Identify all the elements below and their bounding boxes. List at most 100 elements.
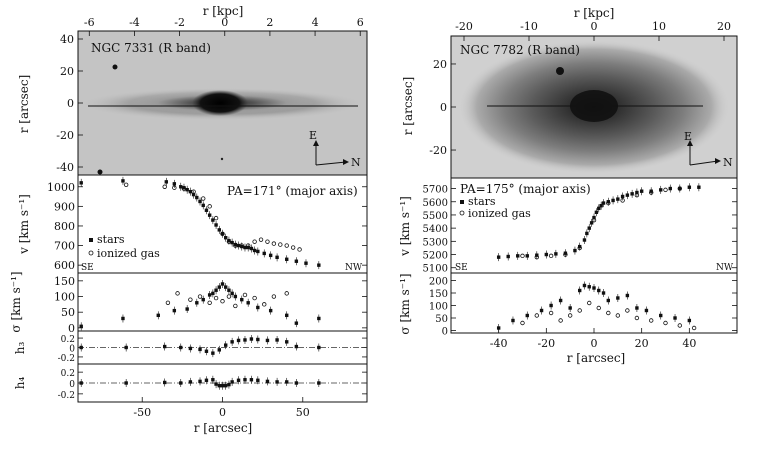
ngc7782_sigma-gas-point-7 bbox=[596, 305, 601, 311]
ngc7331_v-gas-point-9 bbox=[226, 239, 232, 244]
right-bottom-axis-label: r [arcsec] bbox=[567, 351, 626, 365]
ngc7782-image-ylabel: r [arcsec] bbox=[401, 77, 415, 136]
ngc7331_h3-ytick-label-1: 0 bbox=[69, 345, 75, 355]
ngc7331-kpc-tick-label-1: -4 bbox=[129, 16, 140, 29]
ngc7331_v-gas-point-4 bbox=[191, 189, 196, 194]
ngc7331-galaxy bbox=[82, 64, 362, 175]
ngc7331_v-ytick-label-1: 700 bbox=[54, 240, 75, 253]
ngc7331-v-ylabel: v [km s⁻¹] bbox=[17, 194, 31, 255]
ngc7331-compass-E: E bbox=[309, 129, 317, 142]
ngc7782_v-ytick-label-5: 5600 bbox=[423, 198, 448, 209]
ngc7331_v-gas-point-15 bbox=[265, 239, 270, 244]
ngc7331_h4-ytick-label-1: 0 bbox=[69, 380, 75, 390]
ngc7782_v-gas-point-8 bbox=[634, 192, 640, 198]
ngc7331-arcsec-tick-label-0: -50 bbox=[133, 406, 151, 419]
ngc7331_v-ytick-label-3: 900 bbox=[54, 200, 75, 213]
ngc7782_sigma-ytick-label-3: 150 bbox=[429, 289, 448, 300]
ngc7331-legend-stars: stars bbox=[97, 233, 125, 246]
ngc7331_v-gas-point-19 bbox=[290, 245, 296, 250]
ngc7331-sigma-ylabel: σ [km s⁻¹] bbox=[9, 271, 23, 332]
ngc7782_sigma-gas-point-10 bbox=[625, 308, 630, 313]
ngc7782-legend-gas: ionized gas bbox=[468, 207, 531, 220]
ngc7331_sigma-gas-point-8 bbox=[233, 303, 238, 309]
ngc7782_sigma-gas-point-13 bbox=[663, 320, 668, 326]
ngc7782-arcsec-tick-label-1: -20 bbox=[537, 337, 555, 350]
ngc7331_v-ytick-label-0: 600 bbox=[54, 259, 75, 272]
ngc7782-legend-stars: stars bbox=[468, 195, 496, 208]
ngc7782_sigma-ytick-label-0: 0 bbox=[442, 327, 448, 338]
ngc7782_sigma-gas-point-11 bbox=[634, 315, 640, 321]
ngc7782_v-ytick-label-2: 5300 bbox=[423, 237, 448, 248]
ngc7782_sigma-gas-point-15 bbox=[691, 325, 697, 331]
ngc7782_sigma-gas-point-3 bbox=[558, 318, 563, 323]
ngc7331_v-gas-point-14 bbox=[258, 237, 264, 242]
ngc7331_v-ytick-label-4: 1000 bbox=[47, 181, 75, 194]
ngc7331_v-gas-point-8 bbox=[220, 231, 225, 236]
left-bottom-axis-label: r [arcsec] bbox=[194, 421, 253, 435]
ngc7331_v-gas-point-3 bbox=[181, 186, 187, 191]
ngc7331_v-gas-point-13 bbox=[252, 239, 257, 244]
ngc7782-pa-label: PA=175° (major axis) bbox=[460, 182, 591, 196]
ngc7331-compass-N: N bbox=[351, 156, 361, 169]
ngc7782-kpc-tick-label-3: 10 bbox=[652, 20, 666, 33]
ngc7331_h3-ytick-label-0: -0.2 bbox=[58, 354, 75, 364]
ngc7782_v-gas-point-10 bbox=[663, 187, 668, 193]
ngc7331-img-ytick-label-2: 0 bbox=[67, 97, 74, 110]
ngc7331_sigma-gas-point-7 bbox=[226, 294, 232, 299]
ngc7331_sigma-gas-point-1 bbox=[175, 291, 180, 296]
ngc7782_sigma-gas-point-4 bbox=[567, 313, 573, 318]
ngc7782-galaxy bbox=[456, 39, 732, 175]
ngc7331-galaxy-label: NGC 7331 (R band) bbox=[91, 41, 211, 55]
ngc7782-kpc-tick-label-4: 20 bbox=[717, 20, 731, 33]
ngc7331_sigma-ytick-label-0: 0 bbox=[68, 322, 75, 335]
ngc7331_v-gas-point-20 bbox=[297, 247, 302, 252]
ngc7782_v-gas-point-9 bbox=[649, 190, 654, 195]
ngc7331_h3-ytick-label-2: 0.2 bbox=[61, 335, 75, 345]
ngc7782-arcsec-tick-label-2: 0 bbox=[591, 337, 598, 350]
ngc7331_v-gas-point-0 bbox=[123, 182, 129, 187]
right-panel-group: r [kpc] NGC 7782 (R band) E N r [arcsec]… bbox=[398, 6, 738, 365]
ngc7331_sigma-gas-point-13 bbox=[284, 291, 289, 296]
ngc7331-arcsec-tick-label-1: 0 bbox=[219, 406, 226, 419]
ngc7782-compass-E: E bbox=[684, 130, 692, 143]
ngc7782_v-gas-point-4 bbox=[577, 245, 582, 251]
ngc7331-kpc-tick-label-4: 2 bbox=[266, 16, 273, 29]
ngc7782_v-gas-point-2 bbox=[548, 253, 554, 259]
ngc7782_v-ytick-label-6: 5700 bbox=[423, 185, 448, 196]
ngc7782_v-gas-point-3 bbox=[563, 252, 568, 257]
ngc7331_v-gas-point-1 bbox=[162, 184, 167, 189]
ngc7782-v-ylabel: v [km s⁻¹] bbox=[398, 196, 412, 257]
ngc7331-h3-ylabel: h₃ bbox=[13, 342, 27, 355]
ngc7331_v-gas-point-17 bbox=[278, 242, 283, 247]
ngc7782-compass: E N bbox=[684, 130, 733, 169]
ngc7331_v-gas-point-12 bbox=[245, 243, 251, 248]
ngc7331_v-gas-point-16 bbox=[271, 241, 277, 246]
ngc7782_sigma-ytick-label-1: 50 bbox=[435, 314, 448, 325]
ngc7331_v-gas-point-7 bbox=[213, 215, 219, 221]
ngc7331-kpc-tick-label-0: -6 bbox=[84, 16, 95, 29]
ngc7782_sigma-gas-point-6 bbox=[587, 300, 592, 306]
ngc7331_sigma-gas-point-0 bbox=[165, 300, 171, 305]
ngc7331_sigma-gas-point-12 bbox=[271, 294, 277, 299]
ngc7331_h4-ytick-label-2: 0.2 bbox=[61, 369, 75, 379]
ngc7331-kpc-tick-label-2: -2 bbox=[174, 16, 185, 29]
ngc7331_v-gas-point-11 bbox=[239, 243, 244, 248]
ngc7782-arcsec-tick-label-0: -40 bbox=[490, 337, 508, 350]
ngc7782_v-ytick-label-1: 5200 bbox=[423, 251, 448, 262]
ngc7782_v-gas-point-11 bbox=[677, 186, 682, 191]
ngc7782-arcsec-tick-label-3: 20 bbox=[635, 337, 649, 350]
ngc7782_v-ytick-label-3: 5400 bbox=[423, 224, 448, 235]
ngc7782_v-gas-point-5 bbox=[591, 218, 597, 223]
ngc7782_v-gas-point-7 bbox=[620, 198, 625, 203]
ngc7331_h4-ytick-label-0: -0.2 bbox=[58, 391, 75, 401]
ngc7331_sigma-ytick-label-2: 100 bbox=[54, 291, 75, 304]
ngc7331-kpc-tick-label-3: 0 bbox=[221, 16, 228, 29]
ngc7331-compass: E N bbox=[309, 129, 361, 169]
ngc7331_v-gas-point-10 bbox=[233, 243, 238, 248]
ngc7331-legend-gas: ionized gas bbox=[97, 247, 160, 260]
ngc7782-sigma-ylabel: σ [km s⁻¹] bbox=[398, 273, 412, 334]
ngc7331_v-gas-point-5 bbox=[201, 196, 206, 201]
ngc7782_sigma-gas-point-12 bbox=[649, 318, 654, 323]
ngc7331_sigma-gas-point-10 bbox=[252, 295, 257, 301]
